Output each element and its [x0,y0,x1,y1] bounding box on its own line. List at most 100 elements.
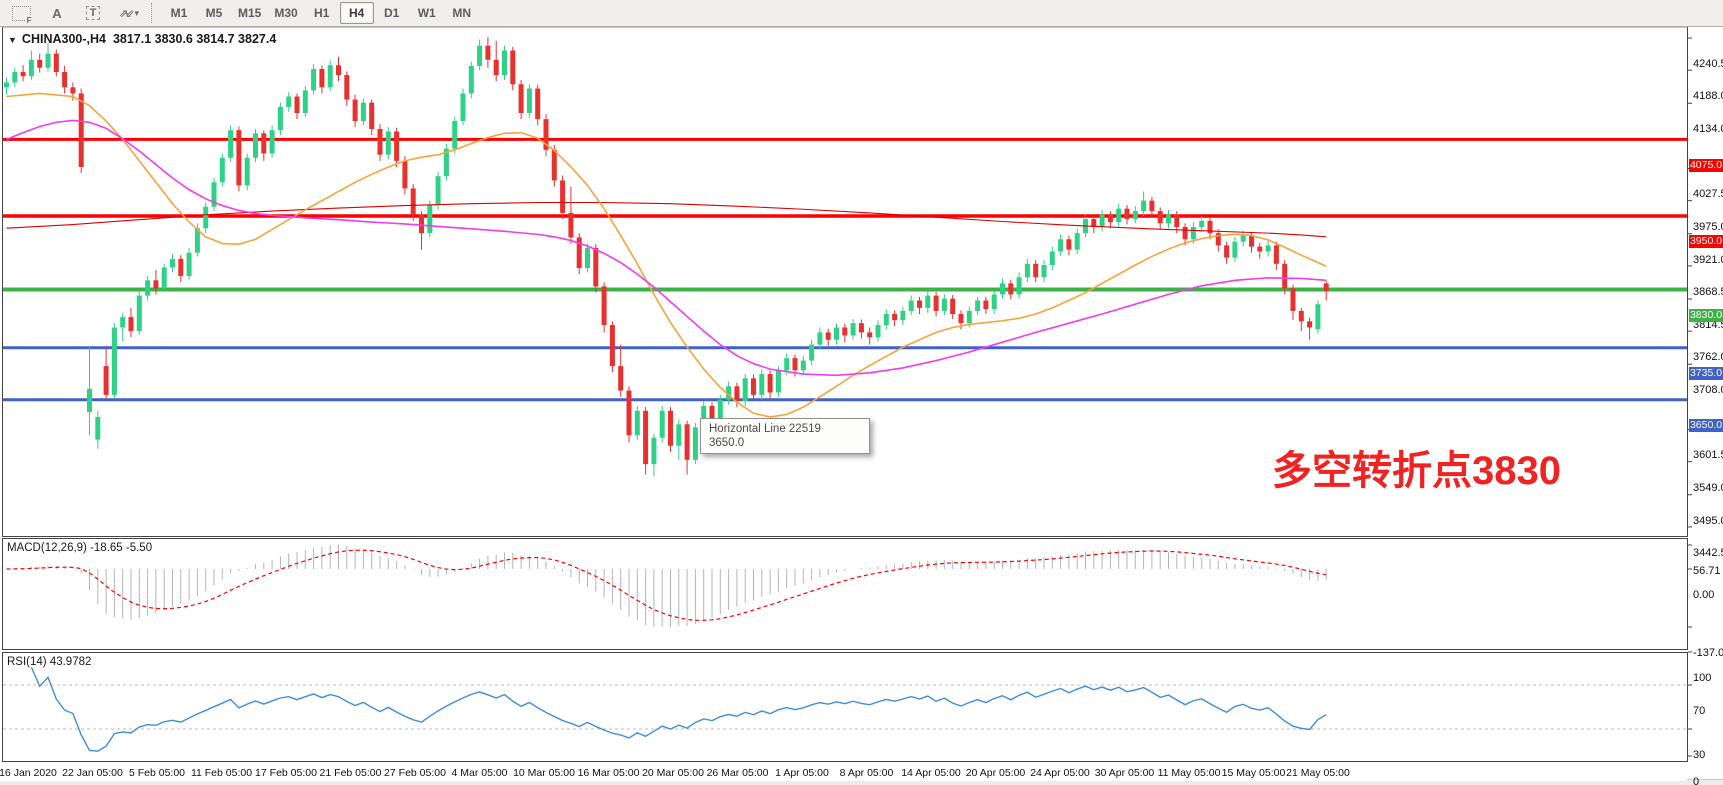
candle-body [643,410,649,465]
chart-canvas[interactable] [0,26,1723,779]
candle-body [634,410,640,436]
font-a-button[interactable]: A [40,2,74,24]
candle-body [892,314,898,321]
candle-body [369,102,375,129]
rsi-tick-label: 0 [1693,776,1700,785]
candle-body [502,50,507,76]
time-axis[interactable]: 16 Jan 2020 22 Jan 05:00 5 Feb 05:00 11 Feb… [0,764,1687,781]
tooltip-title: Horizontal Line 22519 [709,423,821,435]
candle-body [493,59,499,76]
candle-body [668,410,673,446]
timeframe-button-m1[interactable]: M1 [170,6,188,20]
horizontal-line-tooltip: Horizontal Line 22519 3650.0 [700,418,870,454]
price-tick-label: 3762.0 [1693,351,1723,364]
price-tick-label: 4027.5 [1693,188,1723,201]
timeframe-button-d1[interactable]: D1 [384,6,400,20]
time-tick-label: 16 Mar 05:00 [577,767,640,779]
candle-body [1290,288,1296,311]
candle-body [136,295,142,332]
candle-body [759,374,765,395]
candle-body [742,378,748,402]
candle-body [1149,200,1155,212]
candle-body [161,267,167,289]
candle-body [1000,283,1005,295]
tooltip-value: 3650.0 [709,437,745,449]
time-tick-label: 20 Mar 05:00 [642,767,704,779]
candle-body [950,298,956,315]
candle-body [1166,214,1171,224]
candle-body [186,252,192,277]
diagonal-arrows-icon: ⇗⇙ [119,7,135,20]
candle-body [53,53,59,73]
candle-body [460,93,466,122]
candle-body [900,310,906,321]
candle-body [410,188,416,215]
time-tick-label: 5 Feb 05:00 [128,767,186,779]
time-tick-label: 20 Apr 05:00 [965,767,1026,779]
candle-body [394,131,400,161]
candle-body [659,410,665,438]
candle-body [626,390,632,436]
time-tick-label: 4 Mar 05:00 [451,767,508,779]
timeframe-button-m30[interactable]: M30 [274,6,298,20]
candle-body [311,68,317,91]
candle-body [925,295,931,308]
candle-body [917,300,922,308]
candle-body [958,314,964,324]
symbol-dropdown-icon[interactable]: ▼ [8,35,17,45]
candle-body [294,96,300,114]
time-tick-label: 11 Feb 05:00 [190,767,253,779]
candle-body [194,228,200,253]
candle-body [1307,321,1313,328]
candle-body [277,106,283,131]
candle-body [983,300,989,310]
candle-body [319,68,325,88]
candle-body [211,182,217,207]
candle-body [609,325,615,367]
candle-body [908,300,914,311]
chart-area[interactable]: ▼ CHINA300-,H4 3817.1 3830.6 3814.7 3827.… [0,26,1723,785]
object-cycle-button[interactable]: ⇗⇙ ▾ [112,2,146,24]
candle-body [302,90,308,114]
chart-title: ▼ CHINA300-,H4 3817.1 3830.6 3814.7 3827.… [8,32,276,46]
macd-tick-label: 0.00 [1693,589,1715,601]
price-tick-label: 3921.0 [1693,253,1723,266]
time-tick-label: 22 Jan 05:00 [62,767,123,779]
timeframe-button-m15[interactable]: M15 [238,6,262,20]
candle-body [435,176,441,205]
time-tick-label: 15 May 05:00 [1221,767,1286,779]
candle-body [45,53,51,68]
candle-body [377,128,383,155]
candle-body [568,212,574,238]
timeframe-button-m5[interactable]: M5 [205,6,223,20]
candle-body [1141,200,1147,212]
time-tick-label: 17 Feb 05:00 [255,767,317,779]
candle-body [1033,263,1039,278]
candle-body [551,149,557,181]
candle-body [518,84,524,114]
candle-body [1074,233,1080,250]
price-tick-label: 3975.0 [1693,220,1723,233]
price-level-badge: 4075.0 [1689,158,1723,172]
timeframe-button-h1[interactable]: H1 [314,6,330,20]
rsi-tick-label: 30 [1693,749,1706,761]
candle-body [726,386,732,400]
candle-body [933,295,939,311]
candle-body [12,72,18,83]
rsi-tick-label: 100 [1693,672,1712,684]
candle-body [1024,263,1030,278]
candle-body [477,45,483,66]
timeframe-button-h4[interactable]: H4 [339,2,374,24]
timeframe-button-w1[interactable]: W1 [417,6,436,20]
candle-body [1282,263,1288,289]
text-box-button[interactable]: T [76,2,110,24]
candle-body [1099,214,1105,228]
timeframe-button-mn[interactable]: MN [452,6,472,20]
candle-body [128,317,134,332]
candle-body [1091,219,1097,228]
time-tick-label: 16 Jan 2020 [0,767,57,779]
candle-body [4,82,9,88]
grid-f-button[interactable]: F [4,2,38,25]
candle-body [103,366,109,395]
